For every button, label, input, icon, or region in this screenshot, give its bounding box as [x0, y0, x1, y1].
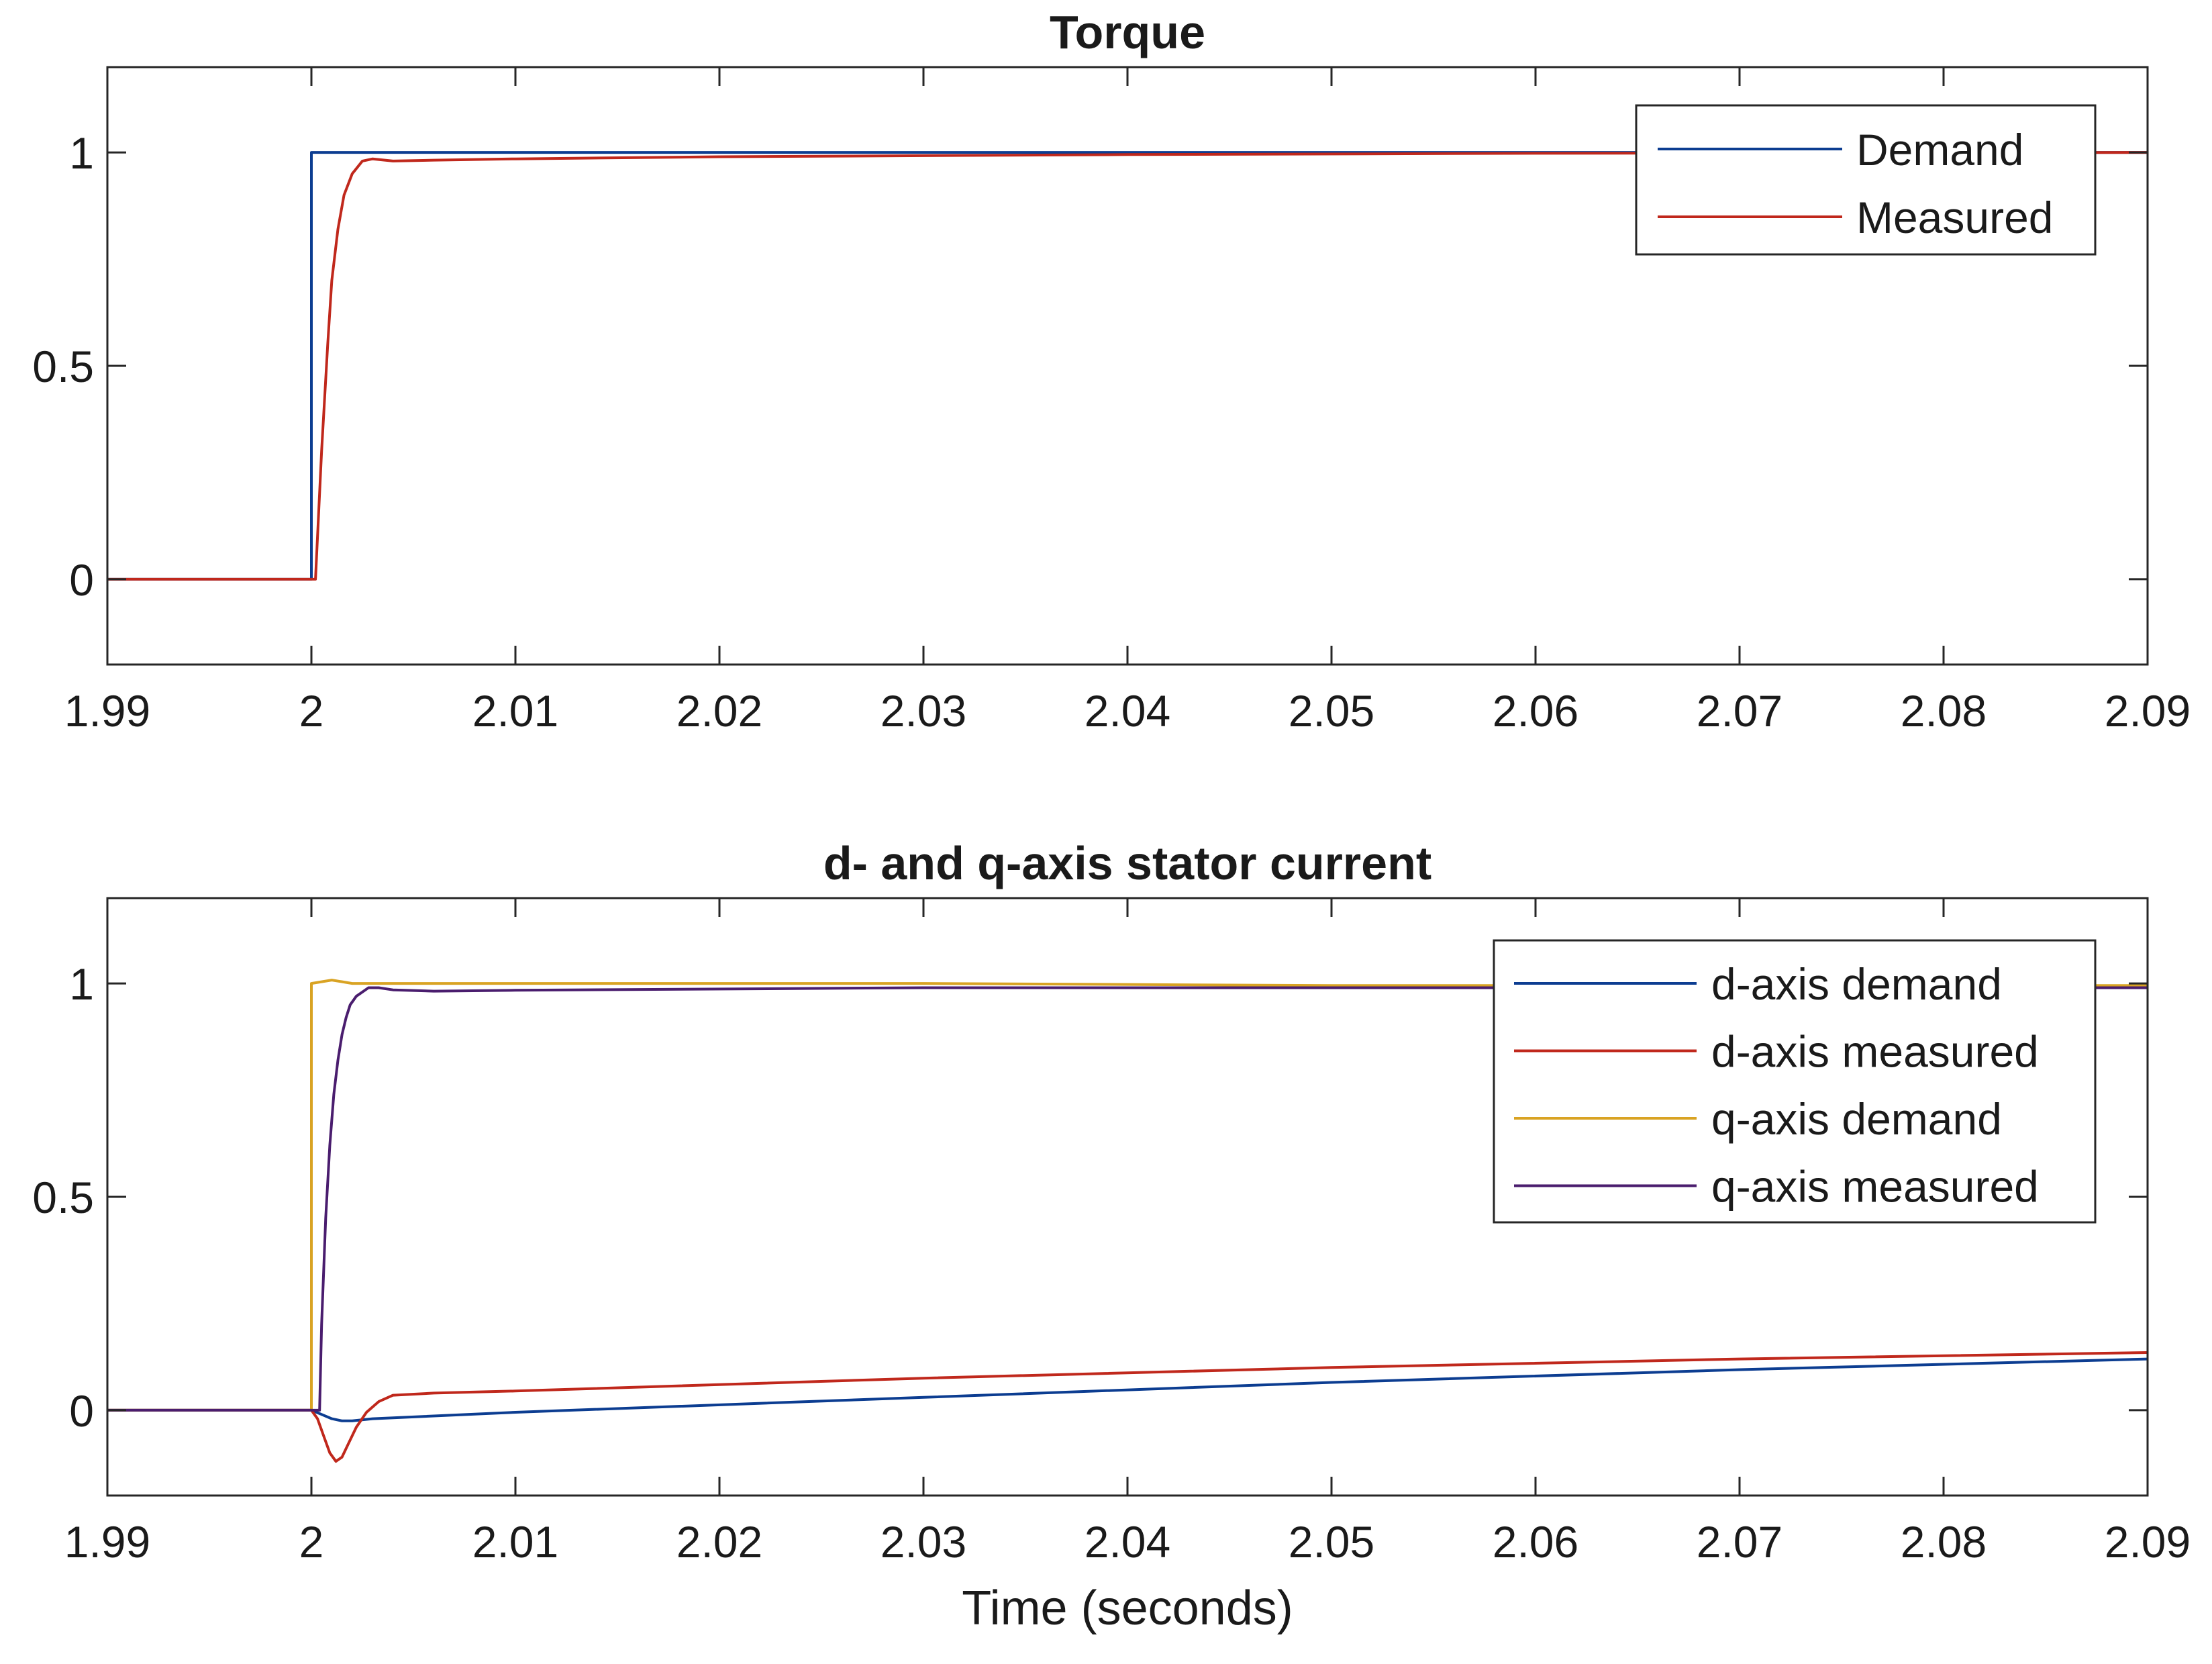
- legend-box: [1635, 104, 2097, 256]
- x-tick-label: 2.09: [2105, 686, 2191, 736]
- legend-box: [1493, 939, 2097, 1224]
- y-tick-label: 0.5: [32, 1173, 94, 1222]
- x-tick-label: 2.07: [1697, 686, 1782, 736]
- x-tick-label: 2: [299, 686, 324, 736]
- y-tick-label: 1: [69, 128, 94, 178]
- x-tick-label: 2.01: [472, 1517, 558, 1567]
- x-tick-label: 2.03: [881, 686, 966, 736]
- series-group: [107, 151, 2148, 581]
- x-tick-label: 1.99: [64, 686, 150, 736]
- x-tick-label: 1.99: [64, 1517, 150, 1567]
- plot-title: Torque: [1050, 6, 1205, 58]
- series-line-d-axis-demand: [107, 1357, 2148, 1422]
- x-tick-label: 2.02: [676, 1517, 762, 1567]
- legend-label: q-axis demand: [1711, 1094, 2002, 1144]
- series-group: [107, 979, 2148, 1463]
- x-tick-label: 2: [299, 1517, 324, 1567]
- legend: Demand Measured: [1635, 104, 2097, 256]
- subplot-1: Torque 1.99 2 2.01 2.02 2.03 2.04 2.05 2.06 2.07 2…: [32, 6, 2191, 736]
- legend-label: Demand: [1856, 125, 2023, 175]
- x-tick-label: 2.09: [2105, 1517, 2191, 1567]
- y-tick-label: 0: [69, 1386, 94, 1436]
- x-tick-label: 2.05: [1289, 686, 1374, 736]
- x-tick-label: 2.06: [1493, 1517, 1578, 1567]
- x-tick-label: 2.08: [1901, 1517, 1987, 1567]
- series-line-q-axis-demand: [107, 979, 2148, 1412]
- x-tick-label: 2.01: [472, 686, 558, 736]
- x-tick-label: 2.05: [1289, 1517, 1374, 1567]
- x-tick-label: 2.02: [676, 686, 762, 736]
- x-tick-label: 2.04: [1085, 686, 1170, 736]
- x-axis-label: Time (seconds): [962, 1581, 1293, 1635]
- series-line-measured: [107, 151, 2148, 581]
- legend-label: d-axis demand: [1711, 959, 2002, 1009]
- x-tick-label: 2.06: [1493, 686, 1578, 736]
- series-line-d-axis-measured: [107, 1351, 2148, 1463]
- x-tick-label: 2.03: [881, 1517, 966, 1567]
- x-tick-label: 2.04: [1085, 1517, 1170, 1567]
- y-tick-label: 0.5: [32, 342, 94, 391]
- x-tick-label: 2.07: [1697, 1517, 1782, 1567]
- plot-title: d- and q-axis stator current: [823, 837, 1431, 889]
- legend-label: d-axis measured: [1711, 1027, 2039, 1077]
- legend: d-axis demand d-axis measured q-axis deman…: [1493, 939, 2097, 1224]
- legend-label: Measured: [1856, 193, 2054, 242]
- legend-label: q-axis measured: [1711, 1162, 2039, 1212]
- series-line-q-axis-measured: [107, 986, 2148, 1412]
- x-tick-label: 2.08: [1901, 686, 1987, 736]
- y-tick-label: 0: [69, 555, 94, 605]
- subplot-2: d- and q-axis stator current 1.99 2 2.01 2.0…: [32, 837, 2191, 1635]
- y-tick-label: 1: [69, 959, 94, 1009]
